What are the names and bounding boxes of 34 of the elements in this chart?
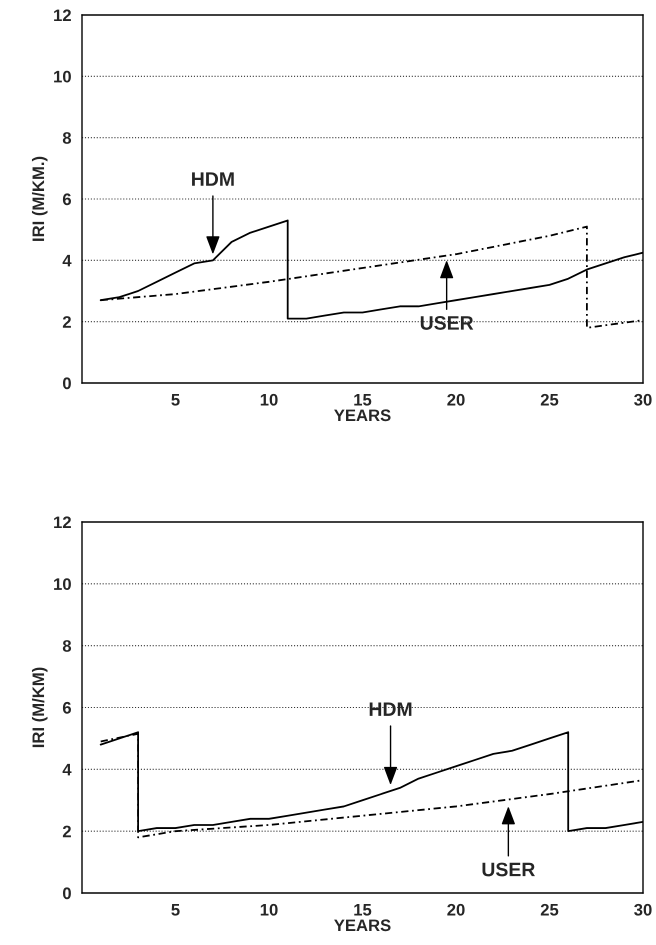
y-axis-title: IRI (M/KM.) bbox=[32, 156, 48, 241]
x-tick-label: 30 bbox=[634, 394, 652, 406]
x-tick-label: 25 bbox=[540, 904, 558, 916]
x-tick-label: 30 bbox=[634, 904, 652, 916]
y-tick-label: 2 bbox=[62, 826, 71, 838]
y-tick-label: 4 bbox=[62, 764, 72, 776]
y-tick-label: 6 bbox=[62, 702, 71, 714]
x-tick-label: 15 bbox=[354, 904, 372, 916]
x-tick-label: 20 bbox=[447, 904, 465, 916]
y-tick-label: 4 bbox=[62, 254, 72, 266]
y-tick-label: 0 bbox=[62, 887, 71, 900]
y-axis-title: IRI (M/KM) bbox=[32, 668, 48, 748]
y-tick-label: 8 bbox=[62, 132, 72, 144]
x-axis-title: YEARS bbox=[334, 409, 391, 422]
y-tick-label: 0 bbox=[62, 377, 71, 390]
x-tick-label: 15 bbox=[354, 394, 372, 406]
y-tick-label: 6 bbox=[62, 193, 71, 206]
y-tick-label: 2 bbox=[62, 316, 71, 328]
annotation: HDM bbox=[192, 172, 234, 186]
x-axis-title: YEARS bbox=[334, 919, 391, 932]
y-tick-label: 12 bbox=[54, 516, 71, 528]
y-tick-label: 10 bbox=[54, 70, 71, 83]
y-tick-label: 10 bbox=[54, 578, 71, 590]
y-tick-label: 8 bbox=[62, 640, 72, 652]
x-tick-label: 20 bbox=[447, 394, 465, 406]
y-tick-label: 12 bbox=[54, 9, 71, 22]
x-tick-label: 10 bbox=[260, 904, 278, 916]
x-tick-label: 10 bbox=[260, 394, 278, 406]
x-tick-label: 25 bbox=[540, 394, 558, 406]
annotation: USER bbox=[420, 316, 474, 330]
annotation: USER bbox=[482, 862, 535, 876]
x-tick-label: 5 bbox=[171, 904, 180, 916]
annotation: HDM bbox=[370, 702, 412, 716]
x-tick-label: 5 bbox=[171, 394, 180, 406]
